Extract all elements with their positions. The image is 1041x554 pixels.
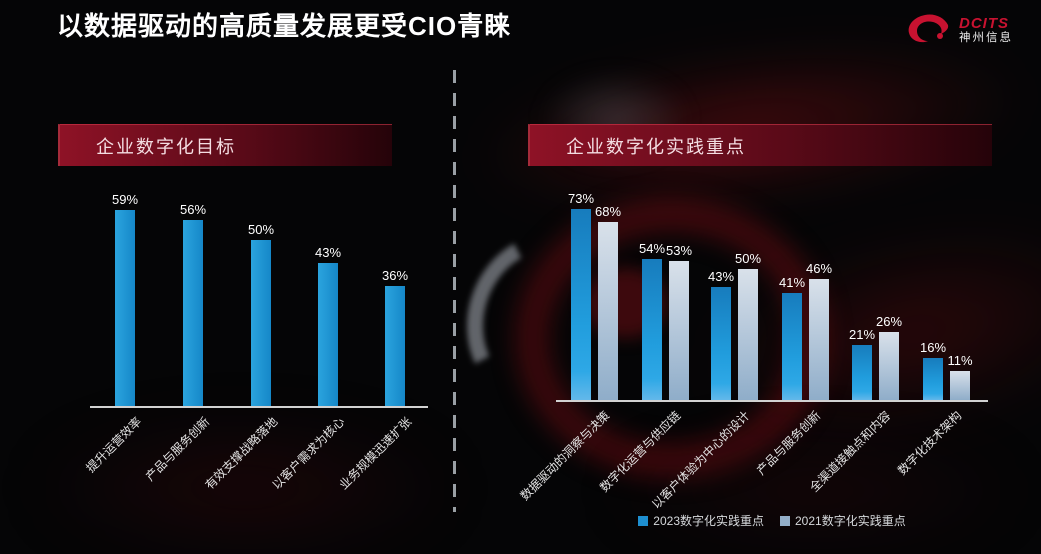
bar-value-label: 68%	[594, 204, 622, 219]
left-chart-header: 企业数字化目标	[58, 124, 392, 166]
bar-2023-数据驱动的洞察与决策	[571, 209, 591, 400]
bar-2021-产品与服务创新	[809, 279, 829, 400]
bar-value-label: 41%	[778, 275, 806, 290]
bar-value-label: 73%	[567, 191, 595, 206]
bar-value-label: 16%	[919, 340, 947, 355]
bar-value-label: 43%	[314, 245, 342, 260]
bar-2021-数字化运营与供应链	[669, 261, 689, 400]
bar-产品与服务创新	[183, 220, 203, 406]
bar-2021-数据驱动的洞察与决策	[598, 222, 618, 400]
bar-有效支撑战略落地	[251, 240, 271, 406]
bar-value-label: 26%	[875, 314, 903, 329]
legend-item: 2021数字化实践重点	[780, 512, 906, 529]
bar-2023-数字化技术架构	[923, 358, 943, 400]
brand-name-cn: 神州信息	[959, 32, 1013, 45]
bar-value-label: 46%	[805, 261, 833, 276]
bar-2023-产品与服务创新	[782, 293, 802, 400]
bar-以客户需求为核心	[318, 263, 338, 406]
legend-swatch	[638, 515, 649, 526]
brand-wordmark: DCITS	[959, 14, 1009, 32]
brand-logo: DCITS 神州信息	[904, 12, 1013, 48]
chart-legend: 2023数字化实践重点 2021数字化实践重点	[556, 512, 988, 529]
bar-value-label: 11%	[947, 353, 973, 368]
bar-提升运营效率	[115, 210, 135, 406]
right-chart-title: 企业数字化实践重点	[566, 136, 746, 157]
bar-业务规模迅速扩张	[385, 286, 405, 406]
bar-2021-全渠道接触点和内容	[879, 332, 899, 400]
brand-swirl-icon	[908, 14, 949, 43]
bar-2023-全渠道接触点和内容	[852, 345, 872, 400]
bar-2021-数字化技术架构	[950, 371, 970, 400]
legend-swatch	[780, 515, 790, 526]
section-divider	[453, 70, 456, 512]
legend-label: 2021数字化实践重点	[795, 514, 906, 528]
bar-value-label: 36%	[381, 268, 409, 283]
bar-value-label: 54%	[638, 241, 666, 256]
legend-item: 2023数字化实践重点	[638, 512, 764, 529]
bar-value-label: 59%	[111, 192, 139, 207]
bar-value-label: 53%	[665, 243, 693, 258]
x-axis	[556, 400, 988, 402]
left-chart-title: 企业数字化目标	[96, 136, 236, 157]
bar-2023-以客户体验为中心的设计	[711, 287, 731, 400]
bar-2023-数字化运营与供应链	[642, 259, 662, 400]
bar-value-label: 43%	[707, 269, 735, 284]
right-chart-header: 企业数字化实践重点	[528, 124, 992, 166]
page-title: 以数据驱动的高质量发展更受CIO青睐	[57, 11, 512, 41]
bar-2021-以客户体验为中心的设计	[738, 269, 758, 400]
legend-label: 2023数字化实践重点	[653, 514, 764, 528]
bar-value-label: 21%	[848, 327, 876, 342]
bar-value-label: 56%	[179, 202, 207, 217]
bar-value-label: 50%	[734, 251, 762, 266]
x-axis	[90, 406, 428, 408]
bar-value-label: 50%	[247, 222, 275, 237]
